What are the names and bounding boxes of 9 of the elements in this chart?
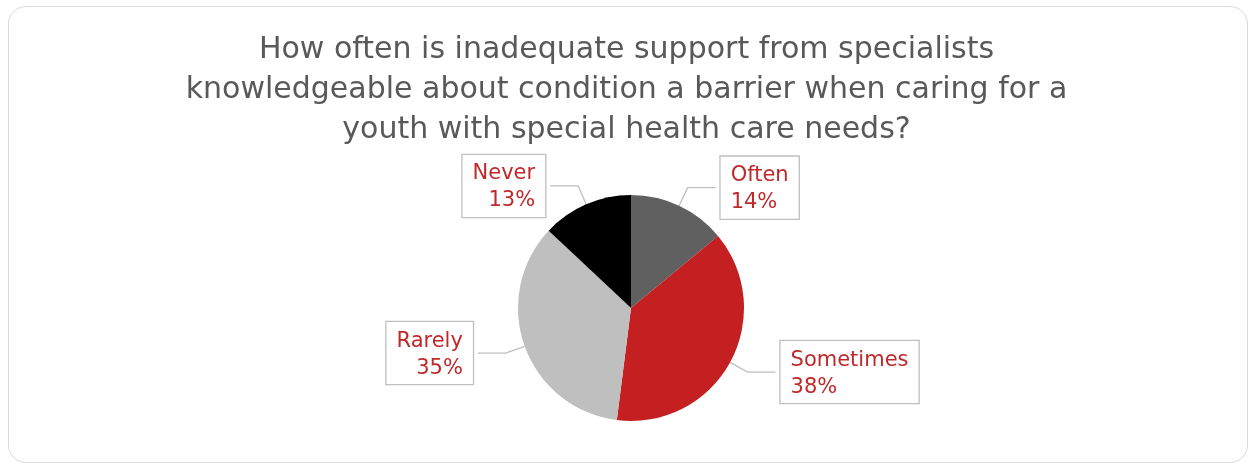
slice-label: Often — [730, 162, 789, 187]
slice-label: Never — [472, 160, 536, 185]
data-label: 38% — [790, 373, 838, 398]
slice-label: Sometimes — [790, 346, 909, 371]
data-label: 35% — [416, 354, 463, 379]
data-label: 13% — [488, 187, 536, 212]
slice-label: Rarely — [396, 327, 463, 352]
data-label: 14% — [730, 189, 778, 214]
chart-title: How often is inadequate support from specialists knowledgeable about condition a barrier when caring for a youth with special health care needs? — [185, 29, 1068, 145]
